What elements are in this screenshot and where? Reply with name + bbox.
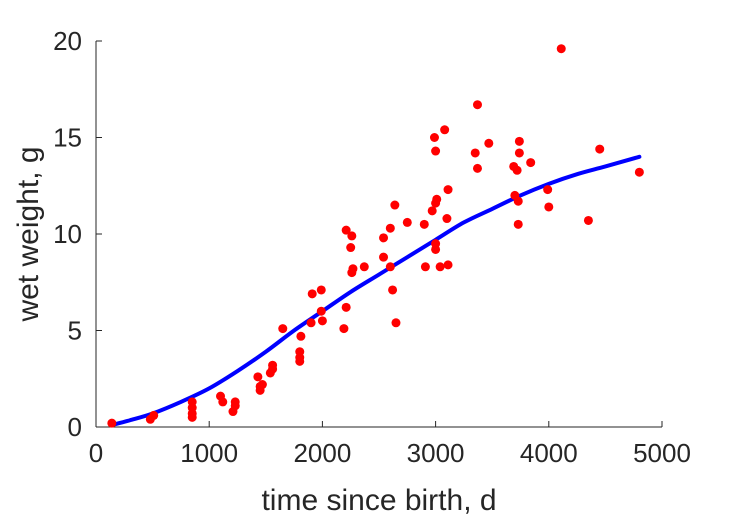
data-point — [512, 165, 522, 175]
data-point — [470, 148, 480, 158]
data-point — [526, 158, 536, 168]
data-point — [427, 206, 437, 216]
x-tick-label: 0 — [89, 438, 103, 468]
fit-line-layer — [110, 154, 642, 427]
y-tick-label: 5 — [68, 316, 82, 346]
data-point — [306, 318, 316, 328]
x-tick-label: 4000 — [520, 438, 578, 468]
data-point — [402, 217, 412, 227]
data-point — [341, 225, 351, 235]
data-point — [484, 138, 494, 148]
axes — [95, 41, 662, 428]
data-point — [379, 233, 389, 243]
data-point — [472, 163, 482, 173]
x-axis-label: time since birth, d — [261, 484, 496, 517]
data-point — [472, 100, 482, 110]
data-point — [419, 219, 429, 229]
data-point — [347, 231, 357, 241]
data-point — [431, 244, 441, 254]
data-point — [388, 285, 398, 295]
data-point — [543, 185, 553, 195]
y-tick-label: 15 — [53, 123, 82, 153]
data-point — [107, 418, 117, 428]
data-point — [513, 219, 523, 229]
data-point — [316, 306, 326, 316]
data-point — [514, 148, 524, 158]
y-tick-label: 0 — [68, 412, 82, 442]
data-point — [317, 316, 327, 326]
data-point — [514, 136, 524, 146]
data-point — [385, 262, 395, 272]
data-point — [346, 243, 356, 253]
data-point — [390, 200, 400, 210]
fit-curve — [110, 154, 642, 427]
data-point — [513, 196, 523, 206]
x-tick-label: 5000 — [633, 438, 691, 468]
data-point — [257, 380, 267, 390]
data-point — [187, 397, 197, 407]
data-point — [431, 146, 441, 156]
x-tick-label: 2000 — [293, 438, 351, 468]
data-point — [296, 331, 306, 341]
y-axis-label: wet weight, g — [12, 146, 45, 322]
x-tick-label: 1000 — [180, 438, 238, 468]
data-point — [443, 260, 453, 270]
data-point — [348, 264, 358, 274]
x-tick-label: 3000 — [407, 438, 465, 468]
data-point — [634, 167, 644, 177]
data-point — [253, 372, 263, 382]
data-point — [295, 347, 305, 357]
data-point — [544, 202, 554, 212]
data-point — [429, 133, 439, 142]
data-point — [379, 252, 389, 262]
data-point — [391, 318, 401, 328]
y-ticks: 0 5 10 15 20 — [53, 26, 102, 442]
data-points — [107, 44, 644, 428]
data-point — [230, 397, 240, 407]
data-point — [432, 194, 442, 204]
data-point — [218, 397, 228, 407]
data-point — [442, 214, 452, 224]
data-point — [595, 144, 605, 154]
y-tick-label: 20 — [53, 26, 82, 56]
data-point — [435, 262, 445, 272]
data-point — [443, 185, 453, 195]
data-point — [149, 410, 159, 420]
data-point — [385, 223, 395, 233]
data-point — [278, 324, 288, 334]
data-point — [341, 302, 351, 312]
data-point — [339, 324, 349, 334]
data-point — [420, 262, 430, 272]
data-point — [556, 44, 566, 54]
data-point — [583, 215, 593, 225]
x-ticks: 0 1000 2000 3000 4000 5000 — [89, 421, 691, 468]
data-point — [440, 125, 450, 135]
y-tick-label: 10 — [53, 219, 82, 249]
data-point — [268, 360, 278, 370]
data-point — [316, 285, 326, 295]
data-point — [359, 262, 369, 272]
data-point — [307, 289, 317, 299]
